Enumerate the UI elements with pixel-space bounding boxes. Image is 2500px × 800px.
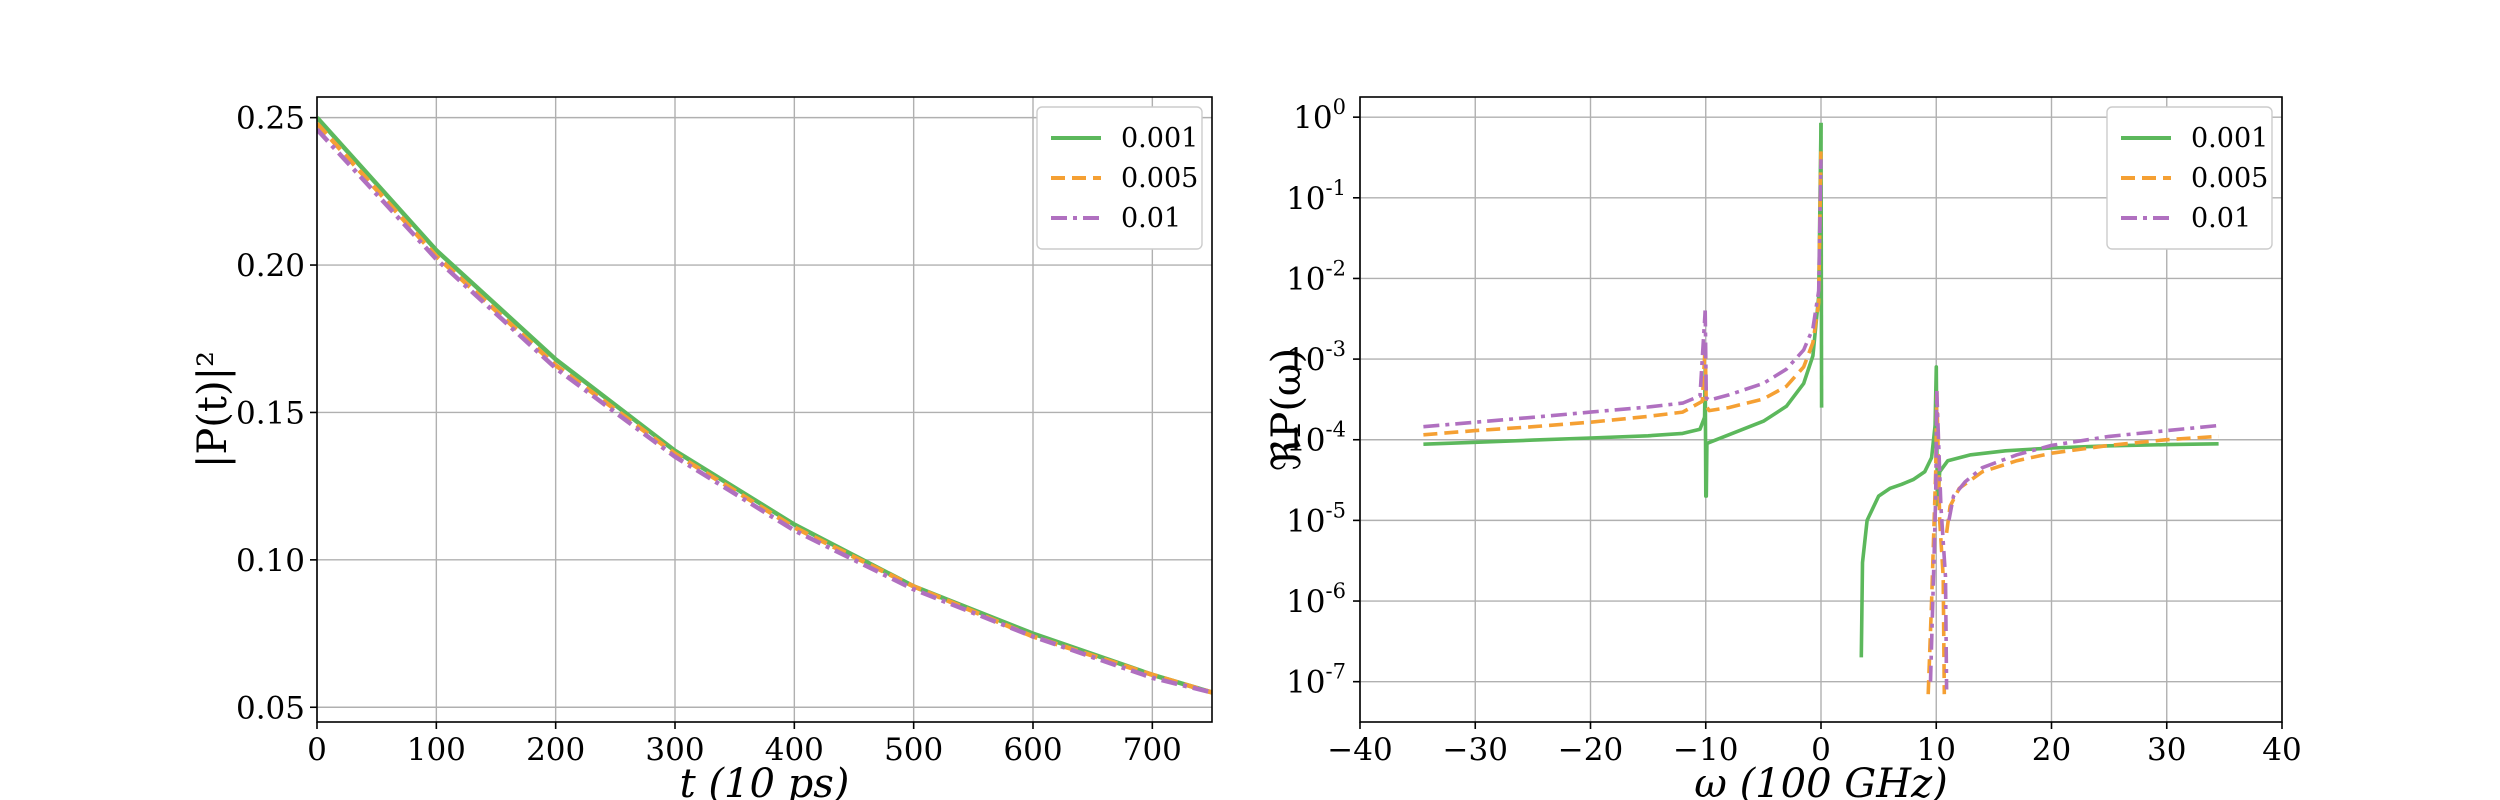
x-tick-label: 10 [1917, 732, 1956, 768]
y-tick-label: 0.20 [236, 248, 305, 284]
y-tick-label: 0.25 [236, 101, 305, 137]
y-tick-label: 0.15 [236, 395, 305, 431]
legend-box [2106, 106, 2273, 250]
y-tick-mantissa: 10 [1286, 181, 1325, 217]
y-tick-mantissa: 10 [1286, 503, 1325, 539]
x-tick-label: −40 [1327, 732, 1392, 768]
y-tick-label: 10-1 [1286, 176, 1346, 217]
plot-area [1423, 122, 2219, 695]
y-tick-exponent: -6 [1326, 579, 1346, 603]
y-tick-label: 10-7 [1286, 660, 1346, 701]
legend-label: 0.01 [2191, 203, 2251, 234]
x-tick-label: 500 [884, 732, 943, 768]
x-tick-label: 300 [645, 732, 704, 768]
y-tick-mantissa: 10 [1286, 261, 1325, 297]
series-line-0.005 [1423, 344, 1707, 437]
y-tick-label: 10-5 [1286, 498, 1346, 539]
y-tick-mantissa: 10 [1286, 342, 1325, 378]
x-tick-label: −30 [1443, 732, 1508, 768]
series-line-0.01 [1947, 423, 2219, 521]
y-tick-mantissa: 10 [1286, 665, 1325, 701]
y-tick-mantissa: 10 [1286, 584, 1325, 620]
y-tick-exponent: -7 [1326, 660, 1346, 684]
series-line-0.005 [1703, 145, 1823, 413]
legend-label: 0.001 [2191, 123, 2268, 154]
y-tick-exponent: -1 [1326, 176, 1346, 200]
y-tick-exponent: -4 [1326, 418, 1346, 442]
series-line-0.001 [1859, 425, 1937, 658]
right-chart-panel: −40 −30 −20 −10 0 10 20 30 4010010-110-210-310-4… [1264, 95, 2302, 800]
y-tick-label: 10-2 [1286, 256, 1346, 297]
y-tick-label: 0.05 [236, 690, 305, 726]
x-tick-label: −20 [1558, 732, 1623, 768]
y-tick-label: 0.10 [236, 543, 305, 579]
y-tick-exponent: 0 [1333, 95, 1346, 119]
x-tick-label: 20 [2032, 732, 2071, 768]
y-tick-mantissa: 10 [1286, 423, 1325, 459]
y-tick-exponent: -2 [1326, 256, 1346, 280]
x-tick-label: 30 [2147, 732, 2186, 768]
x-tick-label: 700 [1123, 732, 1182, 768]
series-line-0.001 [1819, 122, 1824, 408]
y-tick-label: 100 [1293, 95, 1346, 136]
x-tick-label: 0 [1811, 732, 1831, 768]
x-tick-label: 400 [765, 732, 824, 768]
x-tick-label: 100 [407, 732, 466, 768]
legend-label: 0.005 [1121, 163, 1198, 194]
legend-box [1036, 106, 1203, 250]
y-tick-label: 10-6 [1286, 579, 1346, 620]
legend-label: 0.005 [2191, 163, 2268, 194]
y-tick-label: 10-3 [1286, 337, 1346, 378]
legend-label: 0.001 [1121, 123, 1198, 154]
series-line-0.01 [317, 127, 1212, 695]
series-line-0.01 [1423, 310, 1707, 429]
series-line-0.005 [1944, 434, 2219, 534]
legend: 0.001 0.005 0.01 [1036, 106, 1203, 250]
legend-label: 0.01 [1121, 203, 1181, 234]
y-tick-exponent: -5 [1326, 498, 1346, 522]
y-tick-mantissa: 10 [1293, 100, 1332, 136]
series-line-0.001 [1423, 416, 1707, 446]
x-axis-label: ω (100 GHz) [1694, 761, 1948, 800]
series-line-0.01 [1928, 391, 1939, 682]
left-chart-panel: 0 100 200 300 400 500 600 700 0.05 0.10 0.15 0.20 0.… [190, 96, 1213, 800]
series-line-0.01 [1935, 391, 1949, 690]
x-tick-label: 0 [307, 732, 327, 768]
plot-area [317, 116, 1212, 695]
y-axis-label: ℜP(ω) [1264, 348, 1310, 471]
y-tick-label: 10-4 [1286, 418, 1346, 459]
y-axis-label: |P(t)|² [190, 351, 236, 468]
plot-frame [316, 96, 1213, 723]
series-line-0.001 [1935, 442, 2219, 507]
series-line-0.01 [1703, 159, 1823, 402]
x-axis-label: t (10 ps) [680, 761, 850, 800]
x-tick-label: 40 [2262, 732, 2301, 768]
x-tick-label: −10 [1673, 732, 1738, 768]
y-tick-exponent: -3 [1326, 337, 1346, 361]
x-tick-label: 200 [526, 732, 585, 768]
plot-frame [1359, 96, 2283, 723]
legend: 0.001 0.005 0.01 [2106, 106, 2273, 250]
x-tick-label: 600 [1003, 732, 1062, 768]
